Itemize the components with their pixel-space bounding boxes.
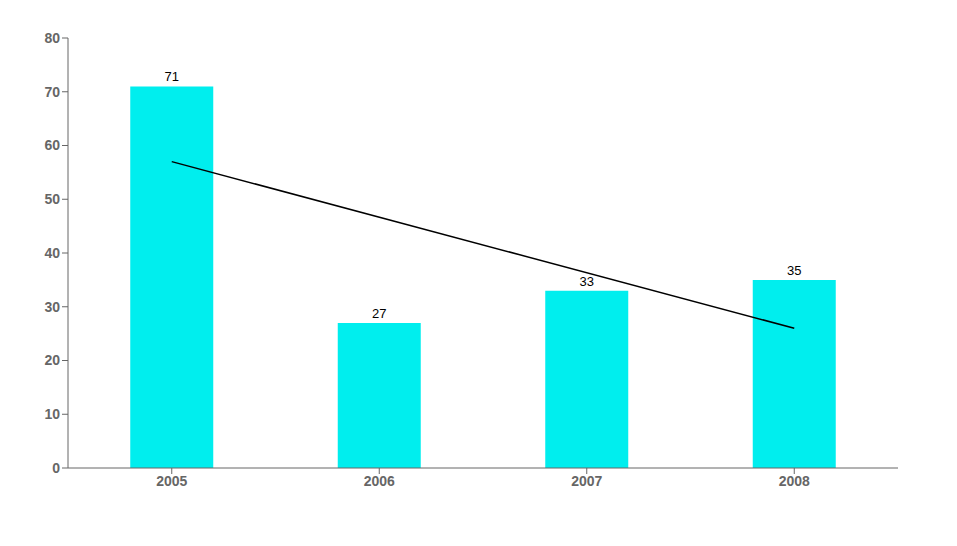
svg-text:70: 70 [44, 84, 60, 100]
svg-text:2008: 2008 [779, 473, 810, 489]
svg-text:80: 80 [44, 30, 60, 46]
svg-text:33: 33 [580, 274, 594, 289]
svg-text:2007: 2007 [571, 473, 602, 489]
svg-text:0: 0 [52, 460, 60, 476]
svg-text:30: 30 [44, 299, 60, 315]
svg-text:20: 20 [44, 352, 60, 368]
svg-text:2006: 2006 [364, 473, 395, 489]
svg-text:40: 40 [44, 245, 60, 261]
svg-text:35: 35 [787, 263, 801, 278]
svg-text:2005: 2005 [156, 473, 187, 489]
svg-text:27: 27 [372, 306, 386, 321]
svg-text:50: 50 [44, 191, 60, 207]
svg-text:10: 10 [44, 406, 60, 422]
svg-text:71: 71 [165, 69, 179, 84]
svg-text:60: 60 [44, 137, 60, 153]
